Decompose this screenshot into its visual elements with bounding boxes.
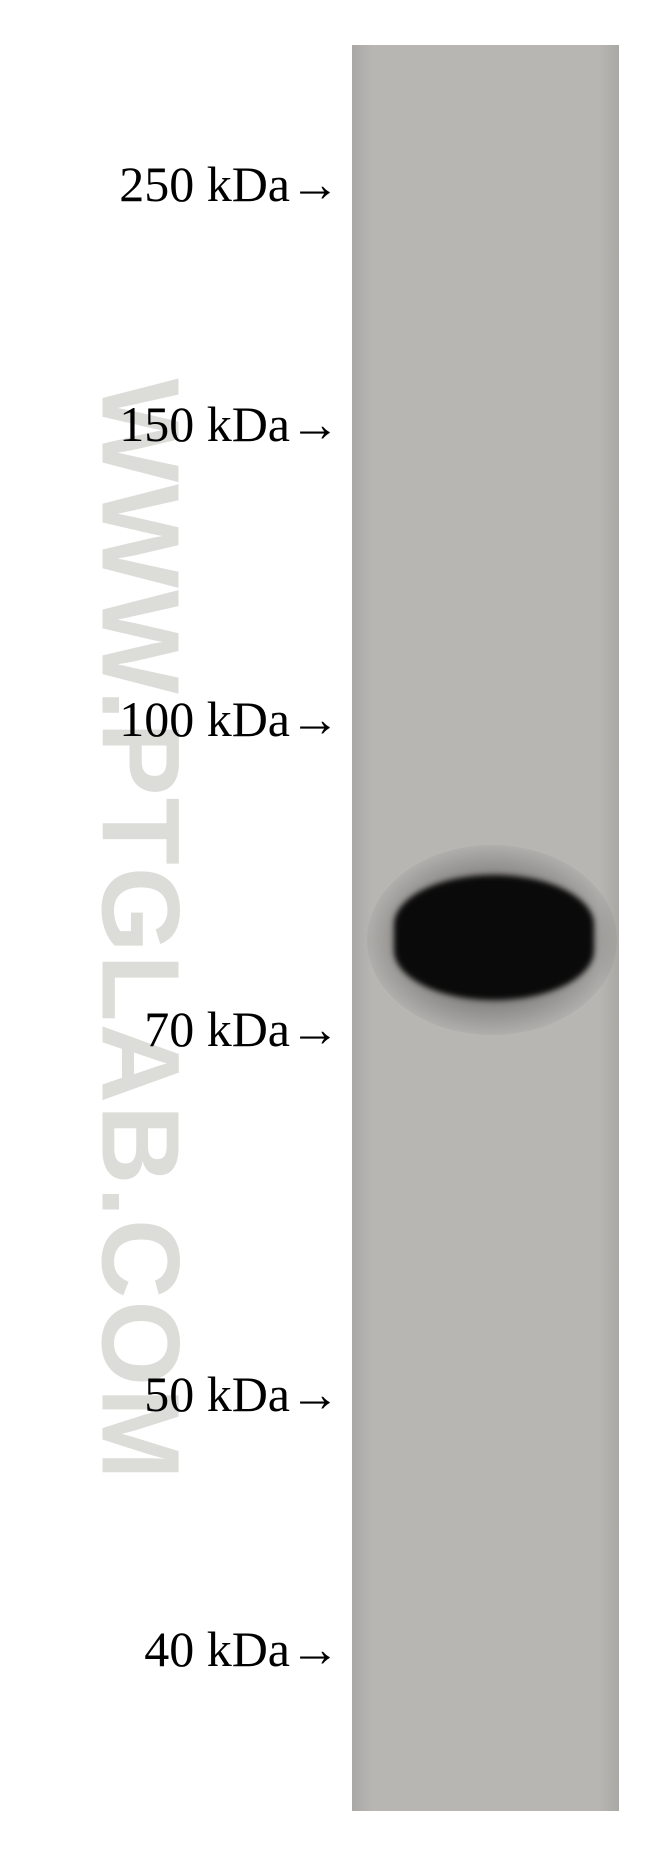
- marker-250-text: 250 kDa→: [119, 156, 340, 212]
- blot-figure: WWW.PTGLAB.COM 250 kDa→ 150 kDa→ 100 kDa…: [0, 0, 650, 1855]
- marker-100-text: 100 kDa→: [119, 691, 340, 747]
- marker-100: 100 kDa→: [119, 690, 340, 748]
- watermark-text: WWW.PTGLAB.COM: [77, 378, 204, 1481]
- blot-lane: [352, 45, 619, 1811]
- marker-50: 50 kDa→: [144, 1365, 340, 1423]
- protein-band: [394, 875, 594, 1000]
- marker-250: 250 kDa→: [119, 155, 340, 213]
- marker-40-text: 40 kDa→: [144, 1621, 340, 1677]
- marker-150: 150 kDa→: [119, 395, 340, 453]
- marker-150-text: 150 kDa→: [119, 396, 340, 452]
- marker-40: 40 kDa→: [144, 1620, 340, 1678]
- marker-50-text: 50 kDa→: [144, 1366, 340, 1422]
- marker-70-text: 70 kDa→: [144, 1001, 340, 1057]
- marker-70: 70 kDa→: [144, 1000, 340, 1058]
